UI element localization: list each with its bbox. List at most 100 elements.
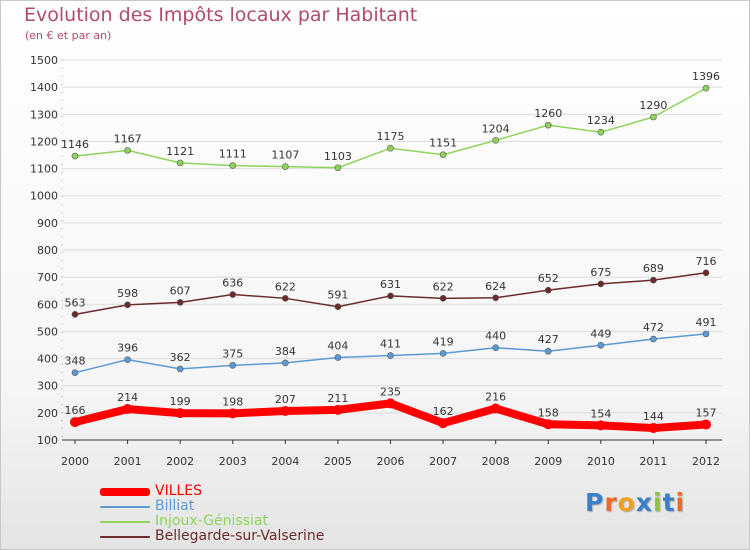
data-label: 675: [590, 266, 611, 279]
x-tick-label: 2007: [429, 455, 457, 468]
data-point: [334, 303, 342, 311]
data-label: 1107: [271, 149, 299, 162]
data-label: 1396: [692, 70, 720, 83]
logo-letter: r: [604, 488, 618, 517]
data-label: 472: [643, 321, 664, 334]
data-point: [439, 151, 447, 159]
data-label: 411: [380, 338, 401, 351]
y-tick-label: 500: [37, 325, 58, 338]
data-point: [492, 344, 499, 352]
data-label: 348: [65, 355, 86, 368]
data-label: 1146: [61, 138, 89, 151]
y-tick-label: 1300: [30, 108, 58, 121]
data-point: [176, 365, 184, 373]
data-point: [387, 144, 394, 152]
data-label: 1175: [377, 130, 405, 143]
legend-item: Injoux-Génissiat: [100, 513, 360, 529]
data-point: [702, 330, 710, 338]
data-label: 166: [65, 404, 86, 417]
y-tick-label: 200: [37, 407, 58, 420]
x-tick-label: 2001: [114, 455, 142, 468]
data-point: [282, 359, 289, 367]
data-label: 419: [433, 335, 454, 348]
data-label: 211: [327, 392, 348, 405]
data-point: [334, 164, 342, 172]
data-label: 1260: [534, 107, 562, 120]
legend-label: VILLES: [155, 483, 203, 499]
logo-letter: i: [653, 488, 663, 517]
data-label: 716: [696, 255, 717, 268]
data-label: 404: [327, 339, 348, 352]
data-point: [544, 286, 552, 294]
data-point: [122, 404, 133, 415]
data-point: [71, 369, 79, 376]
data-label: 1167: [114, 132, 142, 145]
data-label: 154: [590, 407, 611, 420]
data-label: 563: [65, 296, 86, 309]
x-tick-label: 2005: [324, 455, 352, 468]
logo-letter: i: [675, 488, 686, 517]
data-point: [229, 291, 237, 298]
logo-letter: t: [662, 488, 676, 517]
proxiti-logo: Proxiti: [585, 488, 685, 517]
data-label: 689: [643, 262, 664, 275]
data-point: [490, 403, 501, 414]
x-tick-label: 2004: [271, 455, 299, 468]
x-tick-label: 2012: [692, 455, 720, 468]
y-tick-label: 1100: [30, 163, 58, 176]
y-tick-label: 100: [37, 434, 58, 447]
data-point: [124, 356, 131, 363]
data-label: 158: [538, 406, 559, 419]
data-label: 1204: [482, 122, 510, 135]
logo-letter: x: [635, 488, 653, 517]
legend-label: Billiat: [155, 498, 195, 514]
legend-swatch: [100, 536, 150, 538]
data-point: [544, 347, 552, 355]
data-label: 216: [485, 391, 506, 404]
x-tick-label: 2002: [166, 455, 194, 468]
data-label: 162: [433, 405, 454, 418]
data-label: 214: [117, 391, 138, 404]
data-point: [492, 294, 499, 302]
data-point: [650, 113, 657, 121]
data-label: 427: [538, 333, 559, 346]
data-point: [334, 354, 342, 361]
data-point: [227, 408, 238, 419]
data-point: [438, 418, 449, 429]
data-label: 157: [696, 407, 717, 420]
data-point: [544, 121, 552, 129]
data-label: 449: [590, 327, 611, 340]
data-label: 622: [433, 280, 454, 293]
x-tick-label: 2000: [61, 455, 89, 468]
data-point: [332, 404, 343, 415]
data-point: [702, 84, 710, 92]
data-label: 1103: [324, 150, 352, 163]
data-point: [229, 362, 237, 369]
data-point: [543, 419, 554, 430]
y-tick-label: 400: [37, 353, 58, 366]
data-label: 607: [170, 284, 191, 297]
x-tick-label: 2006: [377, 455, 405, 468]
data-point: [124, 301, 131, 309]
data-point: [439, 295, 447, 302]
legend-item: VILLES: [100, 483, 360, 499]
data-label: 491: [696, 316, 717, 329]
y-tick-label: 800: [37, 244, 58, 257]
y-tick-label: 1000: [30, 190, 58, 203]
data-label: 207: [275, 393, 296, 406]
data-label: 440: [485, 330, 506, 343]
data-label: 652: [538, 272, 559, 285]
data-point: [387, 292, 394, 300]
data-label: 1111: [219, 148, 247, 161]
data-point: [71, 311, 79, 318]
y-tick-label: 300: [37, 380, 58, 393]
data-label: 362: [170, 351, 191, 364]
legend-swatch: [100, 521, 150, 523]
data-label: 624: [485, 280, 506, 293]
x-tick-label: 2011: [639, 455, 667, 468]
data-point: [280, 405, 291, 416]
y-tick-label: 1500: [30, 54, 58, 67]
legend-item: Billiat: [100, 498, 360, 514]
